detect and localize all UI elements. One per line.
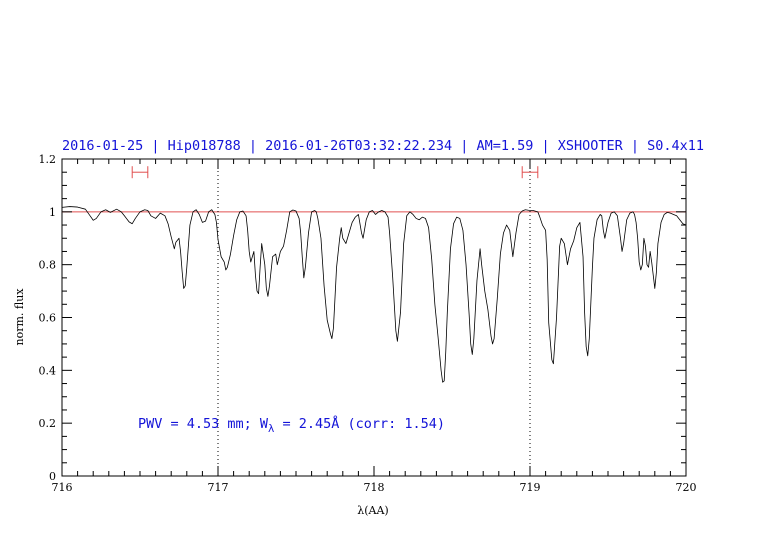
chart-title: 2016-01-25 | Hip018788 | 2016-01-26T03:3… — [62, 138, 704, 154]
pwv-annotation-subscript: λ — [268, 423, 274, 435]
y-tick-label: 1.2 — [39, 153, 57, 166]
y-tick-label: 0.2 — [39, 417, 57, 430]
x-tick-label: 720 — [676, 481, 697, 494]
x-tick-label: 717 — [208, 481, 229, 494]
continuum-window-bracket — [131, 166, 149, 179]
x-tick-label: 719 — [520, 481, 541, 494]
y-axis-label: norm. flux — [13, 288, 26, 346]
pwv-annotation-suffix: = 2.45Å (corr: 1.54) — [274, 415, 445, 432]
y-tick-label: 0.4 — [39, 364, 57, 377]
y-tick-label: 1 — [49, 206, 56, 219]
pwv-annotation: PWV = 4.53 mm; Wλ = 2.45Å (corr: 1.54) — [138, 415, 445, 435]
pwv-annotation-prefix: PWV = 4.53 mm; W — [138, 416, 269, 432]
x-tick-label: 718 — [364, 481, 385, 494]
spectrum-line — [61, 206, 687, 383]
y-tick-label: 0 — [49, 470, 56, 483]
x-axis-label: λ(AA) — [357, 504, 388, 517]
x-tick-label: 716 — [52, 481, 73, 494]
y-tick-label: 0.8 — [39, 259, 57, 272]
y-tick-label: 0.6 — [39, 312, 57, 325]
continuum-window-bracket — [521, 166, 539, 179]
